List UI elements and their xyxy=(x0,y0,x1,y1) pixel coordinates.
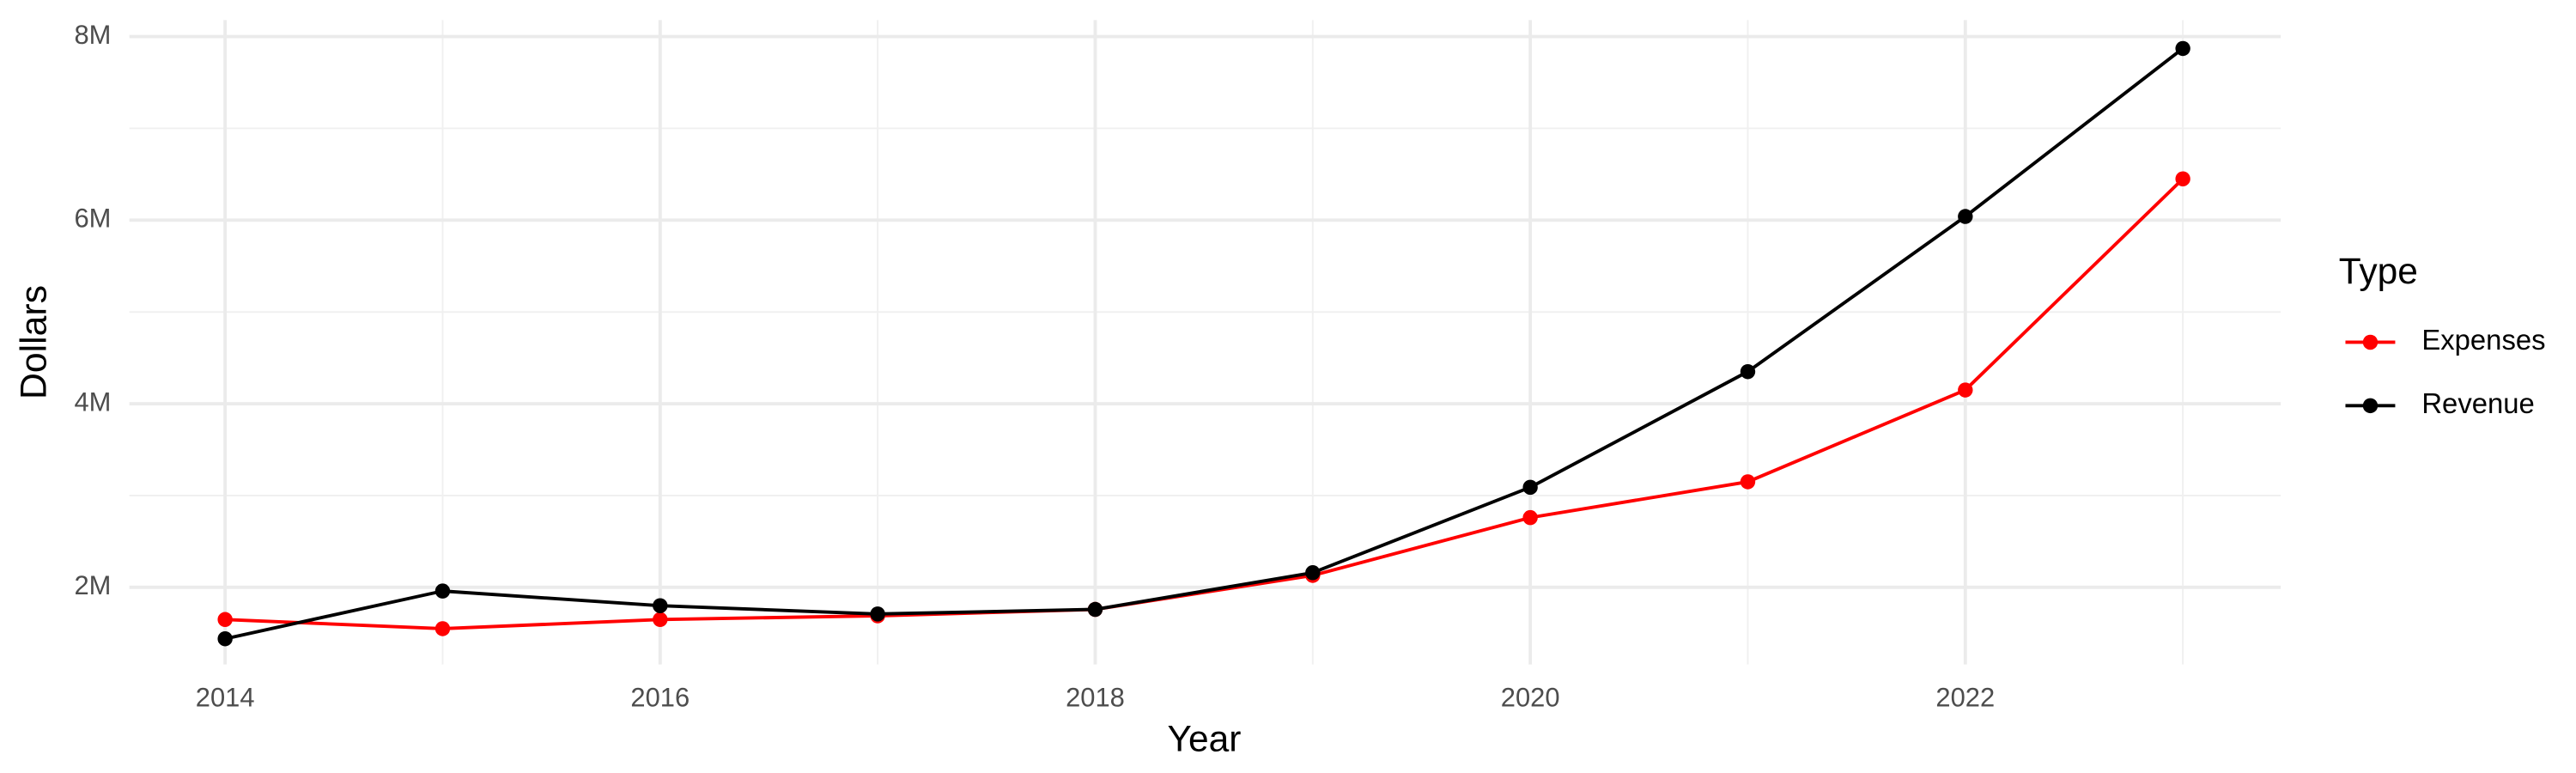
y-tick-label: 6M xyxy=(74,203,111,233)
data-point xyxy=(1958,382,1973,398)
y-tick-label: 8M xyxy=(74,20,111,50)
x-axis-title: Year xyxy=(1168,718,1242,759)
data-point xyxy=(1740,363,1756,380)
data-point xyxy=(434,621,451,636)
legend-key-point xyxy=(2362,334,2379,350)
legend-label: Revenue xyxy=(2421,387,2534,419)
x-tick-label: 2020 xyxy=(1501,683,1560,713)
x-tick-label: 2022 xyxy=(1935,683,1995,713)
plot-area xyxy=(217,40,2190,647)
data-point xyxy=(2175,171,2190,186)
data-point xyxy=(217,612,233,628)
legend-key-point xyxy=(2362,398,2379,414)
series-line xyxy=(224,46,2184,641)
grid xyxy=(129,20,2281,665)
y-axis-title: Dollars xyxy=(14,285,55,399)
x-tick-label: 2016 xyxy=(630,683,690,713)
legend-title: Type xyxy=(2339,251,2418,292)
data-point xyxy=(870,606,885,622)
x-tick-label: 2018 xyxy=(1066,683,1125,713)
data-point xyxy=(653,598,668,613)
data-point xyxy=(1522,509,1538,526)
y-tick-label: 4M xyxy=(74,386,111,417)
data-point xyxy=(217,630,233,647)
data-point xyxy=(1305,565,1321,581)
data-point xyxy=(1958,209,1973,224)
x-tick-label: 2014 xyxy=(196,683,255,713)
data-point xyxy=(1522,479,1538,496)
data-point xyxy=(2175,40,2190,57)
data-point xyxy=(653,612,668,628)
y-tick-label: 2M xyxy=(74,570,111,600)
data-point xyxy=(1740,474,1756,490)
data-point xyxy=(1087,601,1103,618)
data-point xyxy=(434,583,451,599)
legend-label: Expenses xyxy=(2421,324,2545,356)
